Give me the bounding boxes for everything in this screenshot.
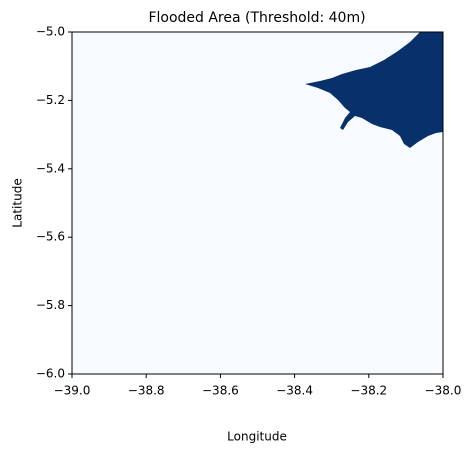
y-tick-label: −6.0: [36, 367, 65, 381]
y-tick-label: −5.6: [36, 230, 65, 244]
x-tick-label: −38.2: [350, 384, 387, 398]
x-axis-label: Longitude: [227, 430, 287, 444]
x-tick-label: −38.4: [276, 384, 313, 398]
chart-title: Flooded Area (Threshold: 40m): [148, 10, 365, 26]
x-tick-label: −38.6: [202, 384, 239, 398]
axes-frame: [71, 31, 444, 375]
y-tick-label: −5.0: [36, 25, 65, 39]
x-tick-label: −39.0: [54, 384, 91, 398]
x-tick-label: −38.0: [425, 384, 462, 398]
flooded-area: [305, 32, 443, 148]
x-tick-label: −38.8: [128, 384, 165, 398]
y-tick-label: −5.2: [36, 93, 65, 107]
y-tick-label: −5.4: [36, 161, 65, 175]
y-axis-label: Latitude: [11, 178, 25, 227]
y-tick-label: −5.8: [36, 298, 65, 312]
